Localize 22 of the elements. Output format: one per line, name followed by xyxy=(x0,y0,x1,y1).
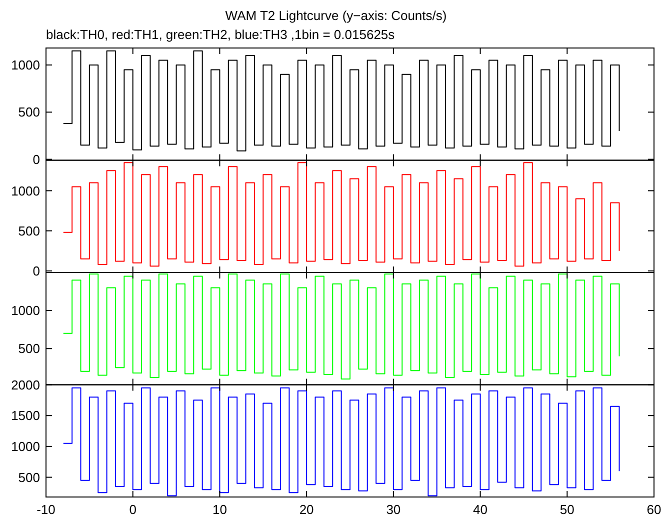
y-tick-label: 1000 xyxy=(11,58,40,73)
x-tick-label: 50 xyxy=(560,502,574,515)
y-tick-label: 500 xyxy=(18,341,40,356)
y-tick-label: 1000 xyxy=(11,303,40,318)
chart-title: WAM T2 Lightcurve (y−axis: Counts/s) xyxy=(225,8,447,23)
y-tick-label: 500 xyxy=(18,223,40,238)
y-tick-label: 0 xyxy=(32,152,40,167)
y-tick-label: 1000 xyxy=(11,183,40,198)
y-tick-label: 500 xyxy=(18,470,40,485)
y-tick-label: 1000 xyxy=(11,438,40,454)
chart-subtitle: black:TH0, red:TH1, green:TH2, blue:TH3 ,1bin = 0.015625s xyxy=(46,27,396,42)
x-tick-label: 30 xyxy=(386,502,401,515)
x-tick-label: -10 xyxy=(36,502,56,515)
y-tick-label: 1500 xyxy=(11,408,40,424)
x-tick-label: 60 xyxy=(646,502,662,515)
x-tick-label: 0 xyxy=(129,502,136,515)
x-tick-label: 20 xyxy=(299,502,314,515)
y-tick-label: 500 xyxy=(18,104,40,120)
x-tick-label: 10 xyxy=(212,502,227,515)
x-tick-label: 40 xyxy=(473,502,488,515)
y-tick-label: 2000 xyxy=(11,377,40,392)
y-tick-label: 0 xyxy=(32,263,40,278)
